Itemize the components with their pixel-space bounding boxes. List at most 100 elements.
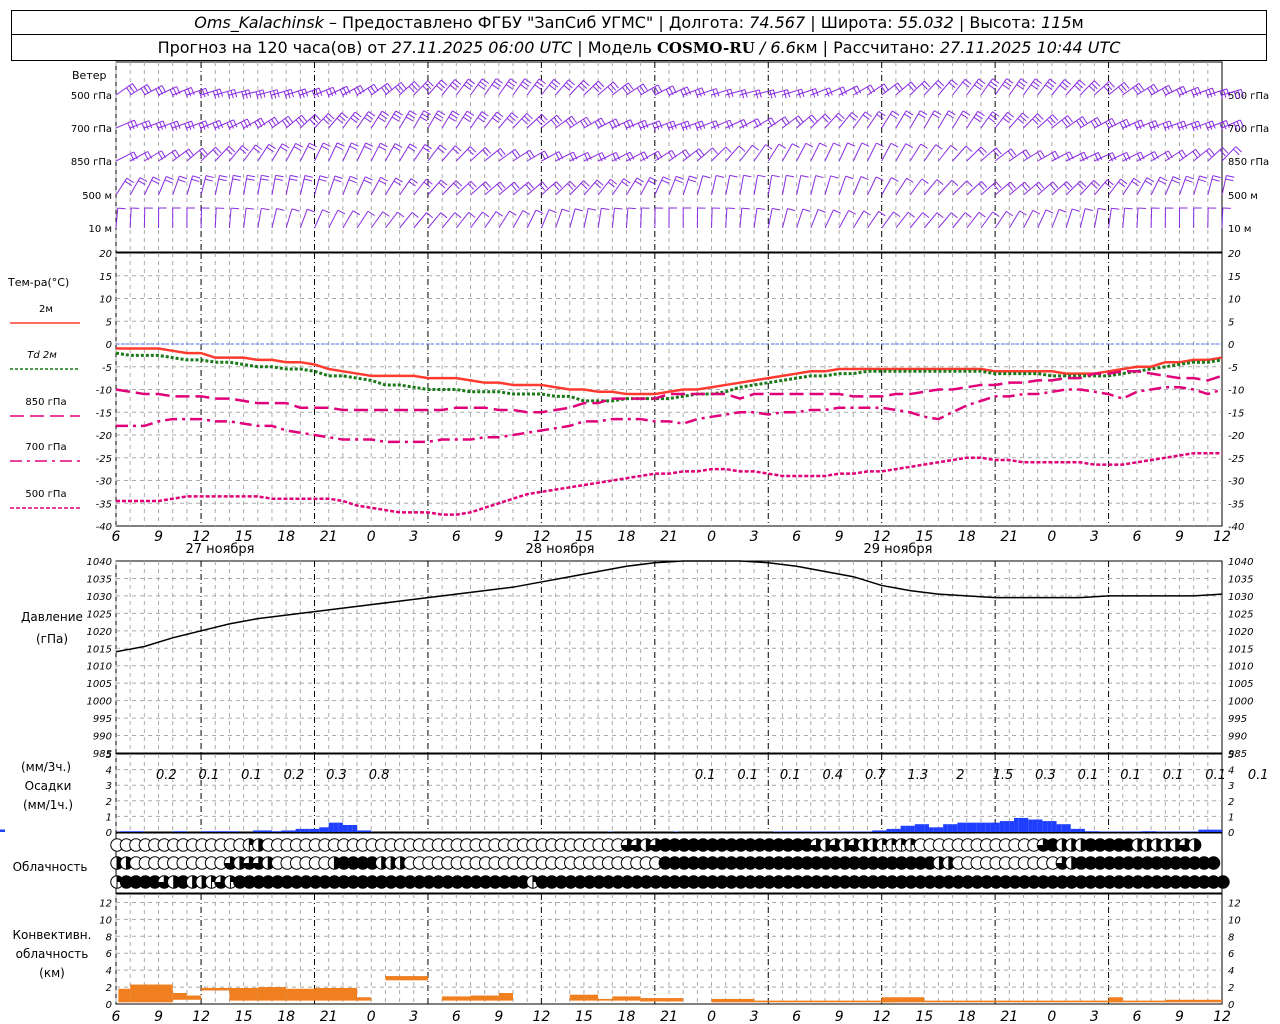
wind-barb-shaft (881, 211, 894, 229)
cloud-fill-full (630, 875, 644, 889)
wind-barb (909, 110, 928, 129)
wind-barb (1008, 78, 1028, 96)
wind-barb-feather (655, 121, 660, 130)
wind-barb (1009, 149, 1031, 162)
wind-barb (796, 208, 811, 229)
wind-barb-feather (936, 179, 944, 186)
wind-barb (342, 210, 361, 229)
wind-barb (739, 207, 750, 229)
cloud-symbol (724, 838, 739, 852)
cloud-symbol (252, 856, 266, 870)
wind-barb-shaft (626, 177, 638, 196)
wind-barb-feather (482, 183, 489, 191)
wind-level-label-right: 500 гПа (1228, 91, 1269, 102)
wind-barb (725, 207, 735, 229)
cloud-symbol (1055, 838, 1069, 852)
precip-y-tick-right: 1 (1228, 812, 1234, 823)
wind-barb-feather (523, 115, 531, 122)
wind-barb-feather (463, 84, 471, 91)
wind-barb-feather (351, 142, 359, 147)
cloud-symbol (800, 875, 814, 889)
wind-barb-shaft (753, 89, 774, 96)
precip-bar (1212, 829, 1218, 832)
wind-barb-feather (381, 87, 387, 95)
cloud-fill-full (848, 856, 861, 870)
wind-level-label: 500 м (82, 191, 112, 202)
wind-barb-feather (467, 183, 475, 190)
wind-barb-feather (561, 208, 570, 213)
cloud-fill-full (252, 875, 265, 889)
wind-barb (498, 148, 521, 162)
wind-barb (725, 119, 748, 129)
wind-barb (937, 110, 956, 129)
wind-barb-feather (325, 89, 330, 98)
wind-barb (1221, 119, 1244, 131)
wind-barb-shaft (229, 145, 243, 162)
wind-barb-feather (583, 80, 590, 87)
wind-barb-feather (587, 152, 592, 160)
wind-barb-feather (247, 174, 256, 178)
wind-barb-feather (673, 120, 677, 129)
cloud-symbol (564, 875, 578, 889)
wind-barb-feather (636, 177, 644, 183)
wind-barb (1122, 151, 1145, 162)
wind-barb-feather (1212, 175, 1221, 179)
precip-bar (234, 831, 239, 832)
wind-barb (697, 88, 720, 98)
cloud-fill-full (1216, 875, 1230, 889)
wind-barb (512, 113, 533, 129)
wind-barb-shaft (895, 177, 908, 196)
wind-barb-feather (455, 180, 463, 187)
wind-barb (427, 144, 447, 162)
wind-barb-shaft (370, 110, 383, 129)
cloud-fill-full (734, 856, 748, 870)
wind-barb (810, 87, 833, 97)
precip-bar (253, 830, 258, 832)
wind-barb-shaft (1122, 208, 1126, 229)
wind-barb-feather (544, 150, 549, 159)
x-tick-label: 15 (235, 1009, 253, 1024)
cloud-fill-full (347, 856, 360, 870)
wind-barb-feather (452, 81, 459, 88)
precip-bar (0, 829, 5, 832)
wind-barb-feather (126, 87, 132, 95)
wind-barb-shaft (895, 211, 909, 229)
cloud-symbol (422, 875, 436, 889)
x-tick-label: 12 (873, 1009, 891, 1024)
wind-barb-feather (856, 85, 862, 94)
cloud-symbol (1083, 875, 1098, 889)
wind-barb-feather (283, 91, 287, 100)
cloud-symbol (535, 875, 550, 889)
wind-barb-feather (534, 84, 542, 90)
pressure-y-tick: 1035 (87, 574, 112, 585)
wind-barb-feather (338, 115, 346, 122)
wind-barb-shaft (668, 86, 688, 96)
wind-barb-feather (1037, 113, 1044, 120)
wind-barb-shaft (243, 175, 248, 196)
wind-barb-feather (354, 111, 362, 118)
wind-barb-feather (148, 120, 153, 129)
precip-y-tick-right: 4 (1228, 766, 1234, 777)
wind-barb-feather (424, 82, 432, 90)
wind-barbs (115, 78, 1244, 229)
wind-barb (399, 81, 421, 96)
wind-barb-feather (229, 121, 234, 129)
cloud-fill-full (384, 875, 398, 889)
cloud-fill-full (857, 875, 870, 889)
wind-barb (441, 145, 462, 162)
pressure-y-tick: 1000 (87, 697, 112, 708)
wind-barb-feather (146, 84, 152, 92)
wind-barb (455, 146, 477, 162)
wind-barb-shaft (484, 111, 498, 129)
wind-barb (952, 145, 973, 162)
cloud-fill-full (1103, 856, 1116, 870)
precip-bar (134, 831, 140, 832)
wind-barb-feather (1034, 78, 1042, 84)
wind-barb-feather (880, 85, 887, 93)
wind-barb-feather (261, 174, 270, 178)
cloud-fill-full (744, 838, 757, 852)
wind-barb (555, 115, 577, 129)
wind-barb-feather (450, 113, 458, 119)
cloud-symbol (1187, 838, 1202, 852)
wind-barb-feather (484, 147, 492, 154)
